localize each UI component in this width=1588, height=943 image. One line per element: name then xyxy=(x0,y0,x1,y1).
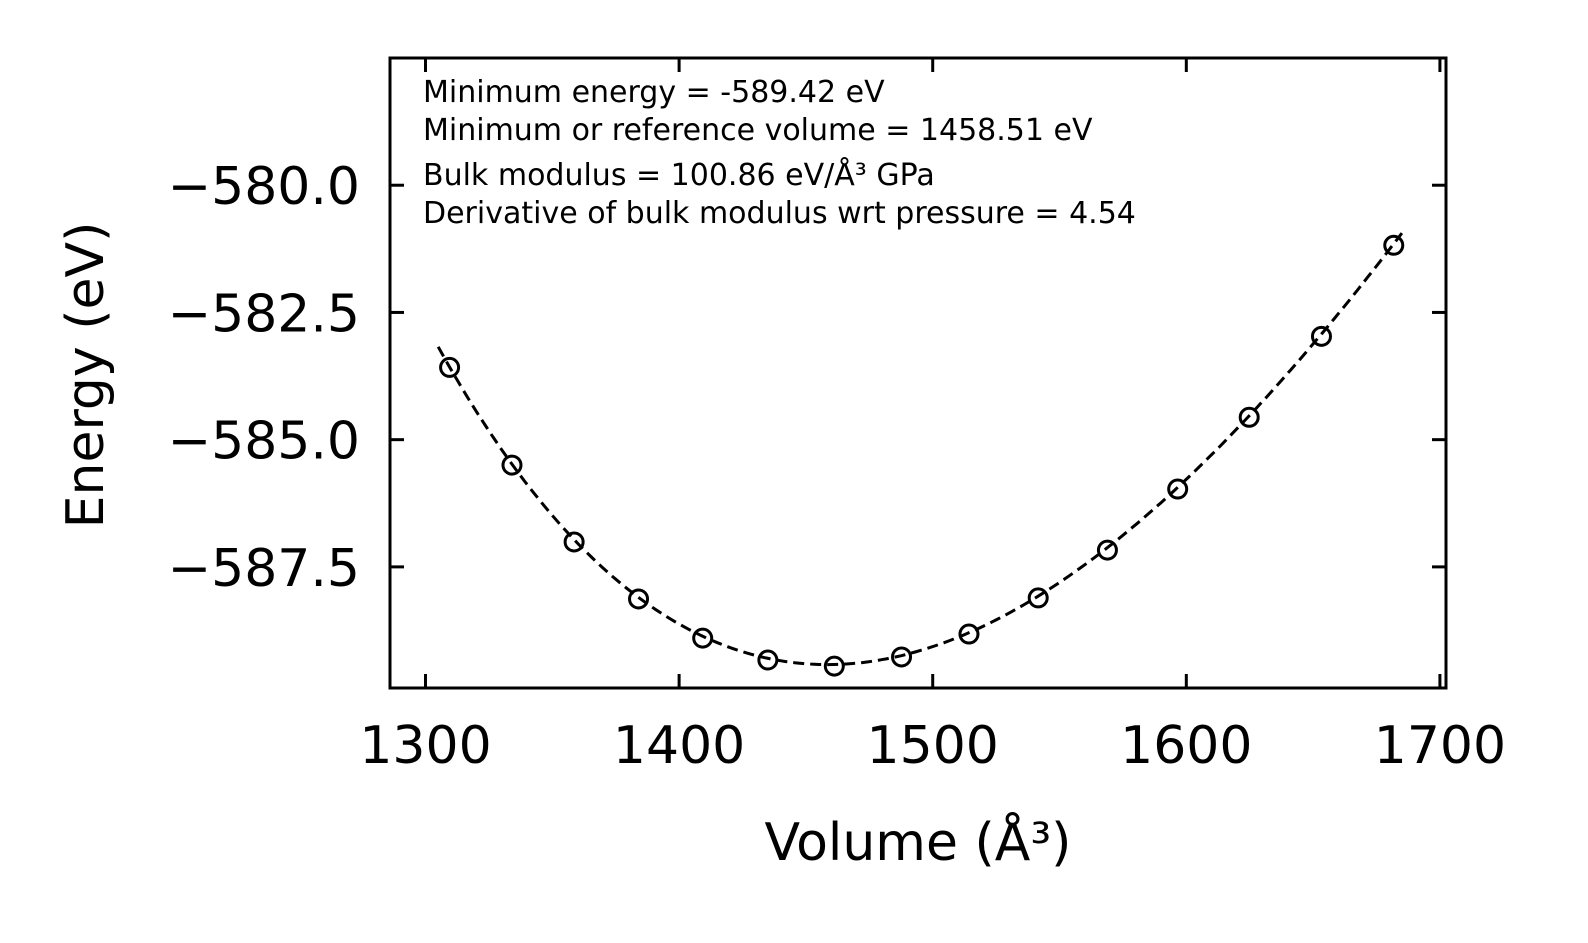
x-tick-label: 1300 xyxy=(359,716,491,776)
y-tick-label: −582.5 xyxy=(168,284,360,344)
annotations: Minimum energy = -589.42 eV Minimum or r… xyxy=(423,75,1136,231)
annotation-min-energy: Minimum energy = -589.42 eV xyxy=(423,75,885,110)
data-point xyxy=(628,588,650,610)
annotation-bulk-modulus: Bulk modulus = 100.86 eV/Å³ GPa xyxy=(423,157,935,193)
x-tick-label: 1700 xyxy=(1374,716,1506,776)
data-point xyxy=(563,531,585,553)
data-point xyxy=(1383,234,1405,256)
data-point xyxy=(692,627,714,649)
data-point xyxy=(757,649,779,671)
y-tick-label: −587.5 xyxy=(168,539,360,599)
annotation-bulk-derivative: Derivative of bulk modulus wrt pressure … xyxy=(423,196,1136,231)
annotation-ref-volume: Minimum or reference volume = 1458.51 eV xyxy=(423,113,1093,148)
y-tick-label: −585.0 xyxy=(168,412,360,472)
fit-curve xyxy=(436,232,1404,667)
y-axis-label: Energy (eV) xyxy=(56,222,116,529)
x-tick-label: 1400 xyxy=(613,716,745,776)
y-tick-label: −580.0 xyxy=(168,157,360,217)
data-points xyxy=(439,234,1405,677)
data-point xyxy=(1238,406,1260,428)
x-axis-label: Volume (Å³) xyxy=(765,811,1072,873)
data-point xyxy=(1096,539,1118,561)
x-tick-label: 1500 xyxy=(867,716,999,776)
data-point xyxy=(439,356,461,378)
data-point xyxy=(891,646,913,668)
data-point xyxy=(958,623,980,645)
data-point xyxy=(823,655,845,677)
fit-curve-group xyxy=(436,232,1404,667)
plot-frame xyxy=(388,56,1448,690)
data-point xyxy=(1027,587,1049,609)
ticks: 1300 1400 1500 1600 1700 −580.0 −582.5 −585.0 −5… xyxy=(168,58,1506,776)
data-point xyxy=(1167,478,1189,500)
data-point xyxy=(501,454,523,476)
x-tick-label: 1600 xyxy=(1120,716,1252,776)
data-point xyxy=(1310,325,1332,347)
